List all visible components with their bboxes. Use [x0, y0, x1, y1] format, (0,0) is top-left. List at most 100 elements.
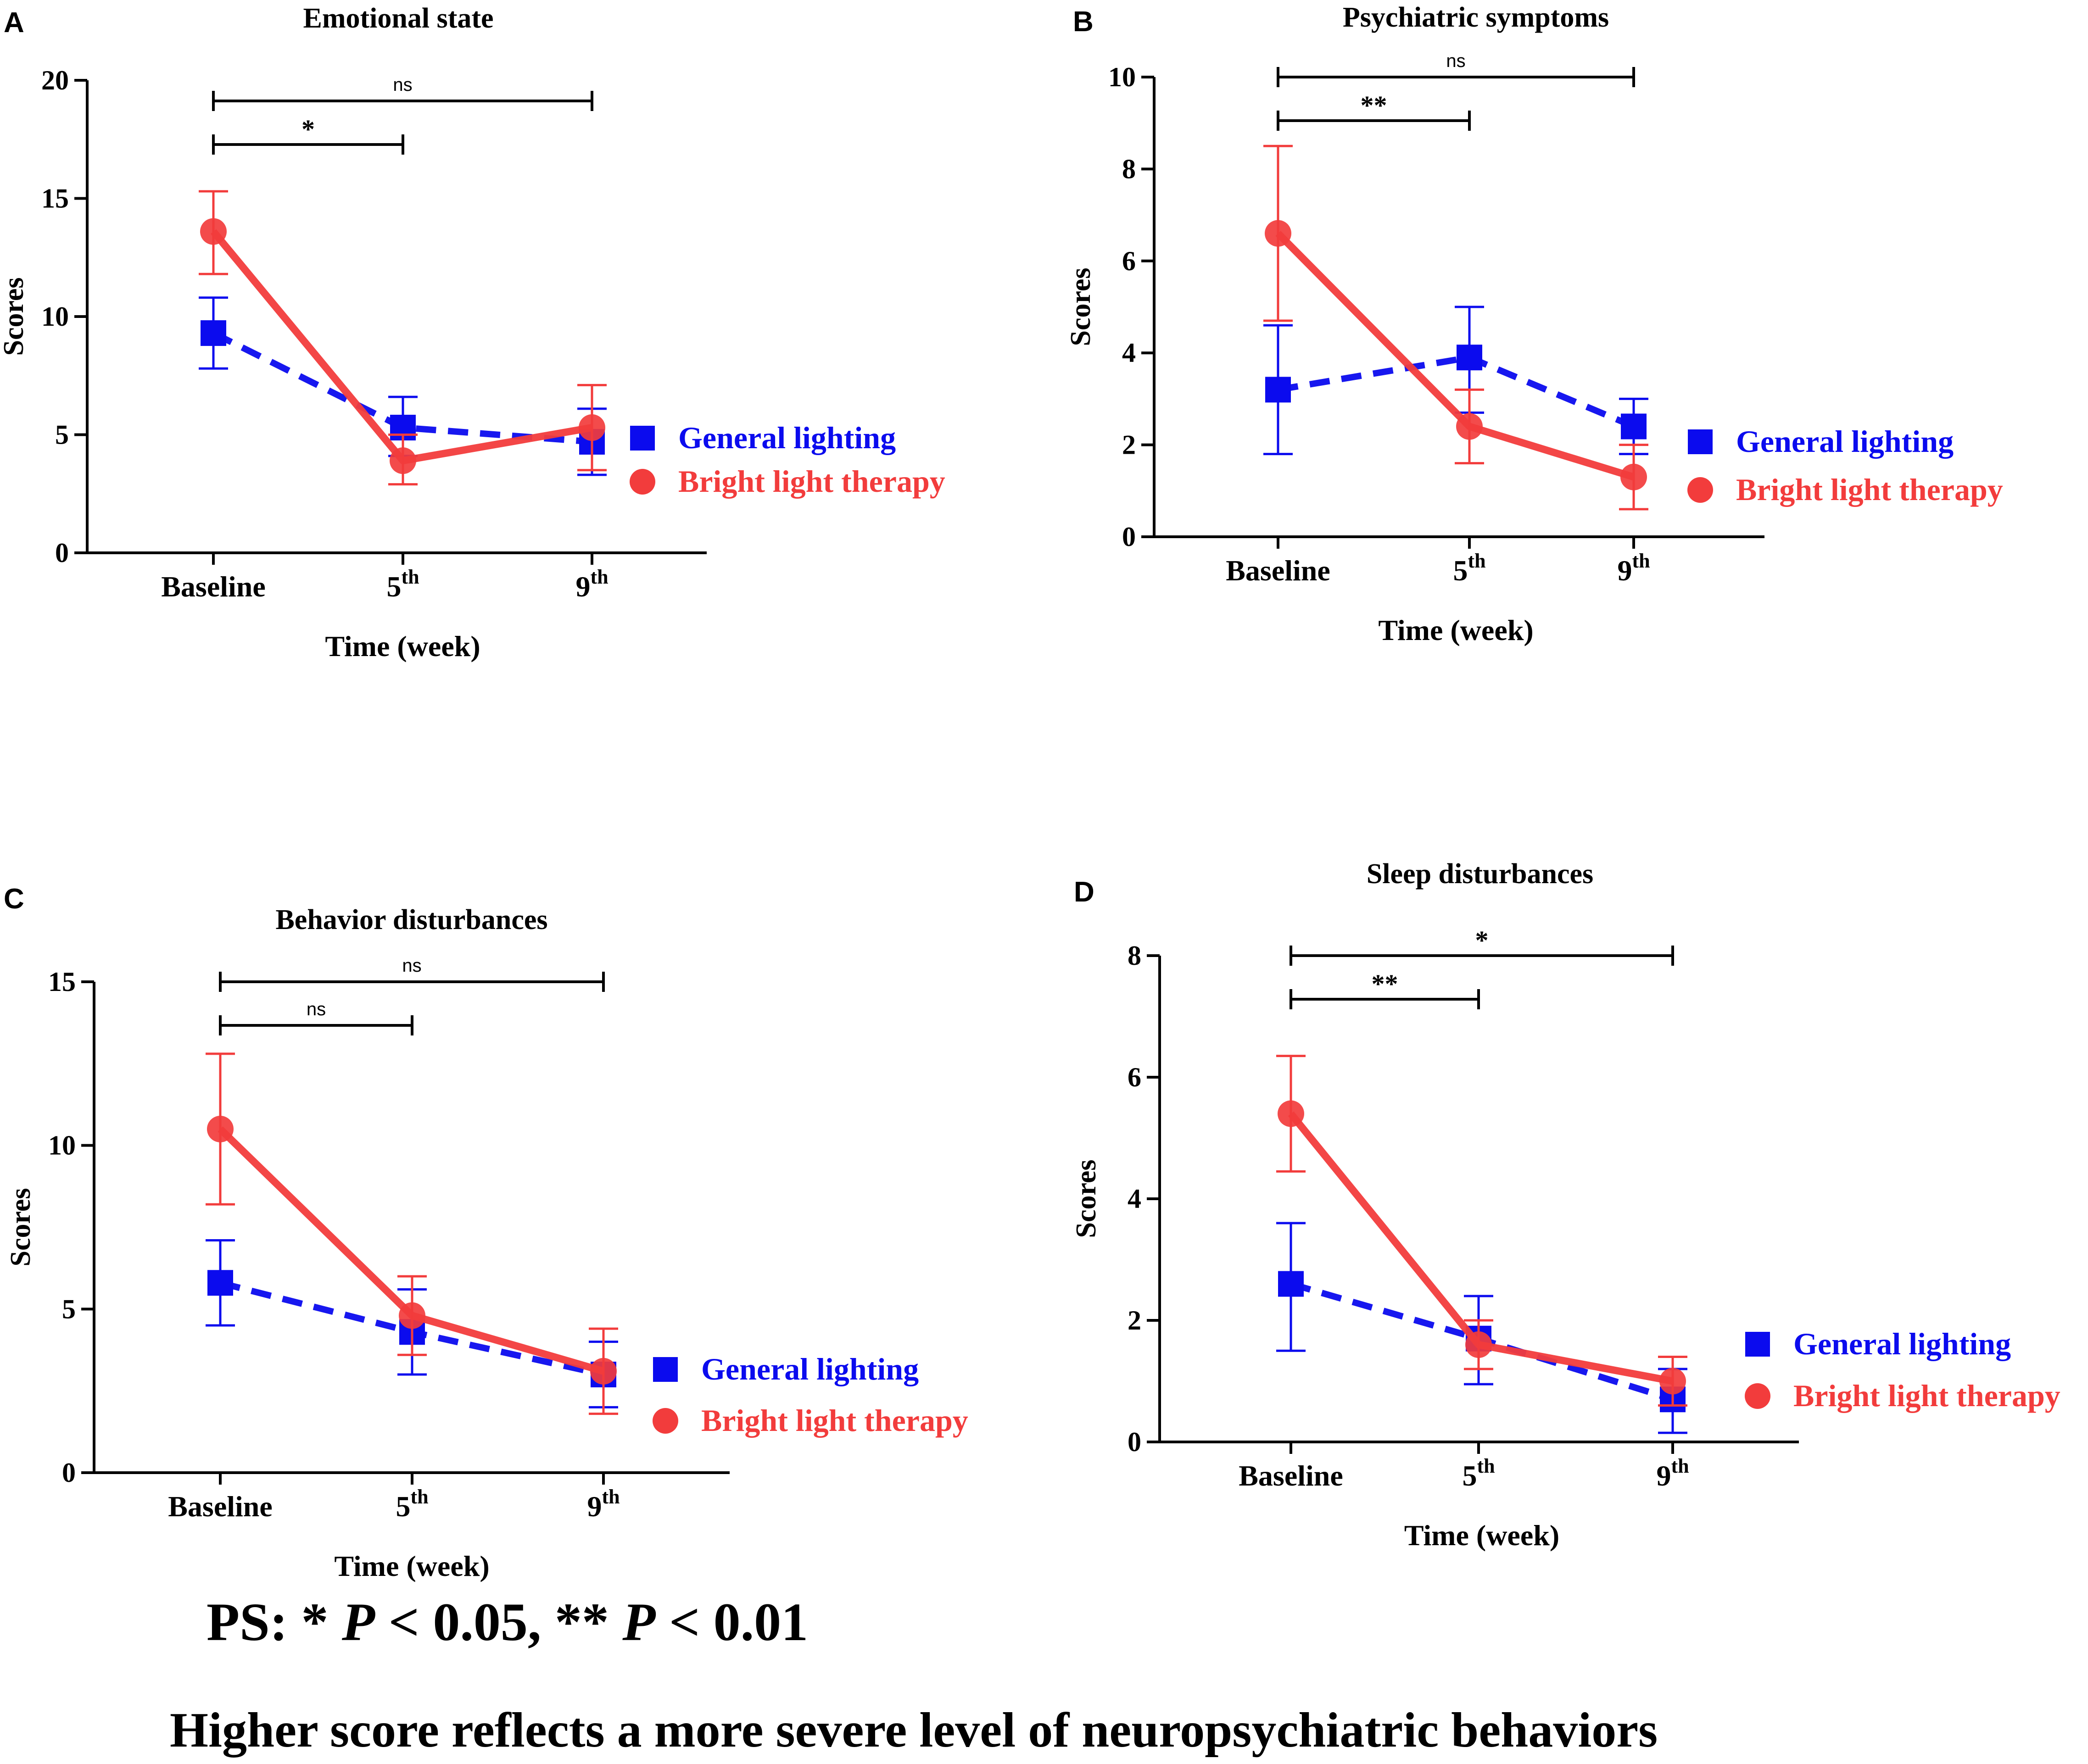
x-tick-label: Baseline [168, 1490, 273, 1523]
significance-label: ** [1372, 969, 1398, 999]
legend-label-general: General lighting [701, 1352, 919, 1386]
y-tick-label: 0 [62, 1458, 76, 1488]
x-tick-label: 9th [587, 1486, 620, 1523]
p-symbol-1: P [342, 1592, 375, 1652]
y-tick-label: 0 [1122, 522, 1136, 552]
y-tick-label: 20 [41, 65, 69, 95]
legend-label-bright: Bright light therapy [1793, 1378, 2060, 1413]
legend: General lighting Bright light therapy [653, 1352, 968, 1438]
panel-label: A [4, 7, 24, 39]
data-point-circle [390, 447, 416, 474]
x-tick-label: 5th [1453, 550, 1485, 587]
data-point-circle [1456, 413, 1483, 440]
legend-label-bright: Bright light therapy [701, 1403, 968, 1438]
chart-title: Behavior disturbances [275, 904, 547, 935]
y-axis-label: Scores [1071, 1159, 1102, 1238]
y-axis-label: Scores [1065, 267, 1096, 346]
chart-panel-c: C Behavior disturbances 0 5 10 15 Baseline 5th 9… [4, 883, 968, 1582]
legend-label-general: General lighting [1793, 1326, 2011, 1361]
x-axis-label: Time (week) [334, 1550, 489, 1582]
x-axis-label: Time (week) [1378, 614, 1533, 646]
y-tick-label: 2 [1128, 1305, 1141, 1336]
y-tick-label: 5 [62, 1294, 76, 1324]
legend: General lighting Bright light therapy [630, 420, 945, 499]
x-tick-label: 9th [575, 566, 608, 603]
legend-label-bright: Bright light therapy [678, 464, 945, 499]
series-general [1276, 1222, 1687, 1434]
circle-marker-icon [653, 1408, 678, 1434]
x-tick-label: Baseline [1239, 1459, 1343, 1492]
chart-title: Psychiatric symptoms [1343, 2, 1609, 33]
significance-label: * [301, 114, 315, 144]
data-point-square [1457, 345, 1482, 371]
ps-mid: < 0.05, ** [375, 1592, 623, 1652]
panel-label: D [1074, 876, 1094, 908]
y-tick-label: 6 [1128, 1062, 1141, 1092]
y-tick-label: 15 [48, 967, 76, 997]
data-point-circle [579, 414, 605, 441]
data-point-square [207, 1270, 233, 1296]
panel-label: B [1073, 6, 1094, 38]
data-point-square [1265, 377, 1291, 403]
chart-title: Emotional state [303, 3, 493, 34]
square-marker-icon [630, 426, 655, 451]
x-tick-label: Baseline [1226, 554, 1330, 587]
x-tick-label: 5th [386, 566, 419, 603]
data-point-circle [1265, 220, 1291, 247]
circle-marker-icon [1687, 477, 1713, 503]
circle-marker-icon [1745, 1383, 1770, 1409]
y-axis-label: Scores [0, 277, 29, 356]
y-tick-label: 0 [1128, 1427, 1141, 1457]
summary-note: Higher score reflects a more severe leve… [170, 1703, 1658, 1758]
data-point-circle [590, 1358, 617, 1385]
series-bright [206, 1052, 618, 1415]
data-point-circle [1465, 1331, 1492, 1358]
data-point-circle [1659, 1368, 1686, 1395]
series-line [1275, 231, 1635, 481]
significance-label: ns [402, 956, 421, 976]
series-bright [199, 190, 607, 486]
chart-panel-b: B Psychiatric symptoms 0 2 4 6 8 10 Baseline 5th 9… [1065, 2, 2003, 646]
y-tick-label: 2 [1122, 430, 1136, 460]
y-tick-label: 10 [41, 301, 69, 332]
significance-label: ns [307, 999, 326, 1019]
x-tick-label: 9th [1617, 550, 1650, 587]
legend-label-general: General lighting [678, 420, 896, 455]
y-tick-label: 4 [1122, 338, 1136, 368]
ps-suffix: < 0.01 [655, 1592, 809, 1652]
significance-label: * [1475, 925, 1489, 955]
y-tick-label: 8 [1122, 154, 1136, 184]
chart-panel-a: A Emotional state 0 5 10 15 20 Baseline 5th 9th Ti… [0, 3, 945, 662]
data-point-square [1621, 413, 1647, 440]
data-point-circle [207, 1116, 234, 1142]
chart-title: Sleep disturbances [1367, 858, 1593, 890]
significance-label: ** [1361, 90, 1387, 120]
y-tick-label: 15 [41, 184, 69, 214]
x-tick-label: 5th [1462, 1455, 1495, 1492]
chart-panel-d: D Sleep disturbances 0 2 4 6 8 Baseline 5th 9th Ti… [1071, 858, 2060, 1552]
y-axis-label: Scores [5, 1188, 36, 1266]
series-bright [1276, 1055, 1687, 1407]
circle-marker-icon [630, 469, 655, 495]
y-tick-label: 5 [55, 420, 69, 450]
y-tick-label: 8 [1128, 940, 1141, 971]
series-general [1263, 306, 1648, 456]
data-point-circle [1278, 1100, 1304, 1127]
y-tick-label: 10 [1108, 62, 1136, 92]
significance-label: ns [393, 75, 412, 95]
ps-prefix: PS: * [207, 1592, 342, 1652]
legend-label-general: General lighting [1736, 424, 1954, 459]
x-tick-label: 9th [1656, 1455, 1689, 1492]
x-tick-label: Baseline [161, 570, 266, 603]
x-tick-label: 5th [396, 1486, 428, 1523]
data-point-circle [1620, 463, 1647, 490]
legend: General lighting Bright light therapy [1745, 1326, 2060, 1413]
square-marker-icon [653, 1357, 678, 1382]
square-marker-icon [1688, 429, 1713, 454]
y-tick-label: 6 [1122, 246, 1136, 276]
legend-label-bright: Bright light therapy [1736, 472, 2003, 507]
data-point-square [201, 320, 226, 346]
significance-label: ns [1446, 51, 1465, 71]
y-tick-label: 10 [48, 1130, 76, 1161]
